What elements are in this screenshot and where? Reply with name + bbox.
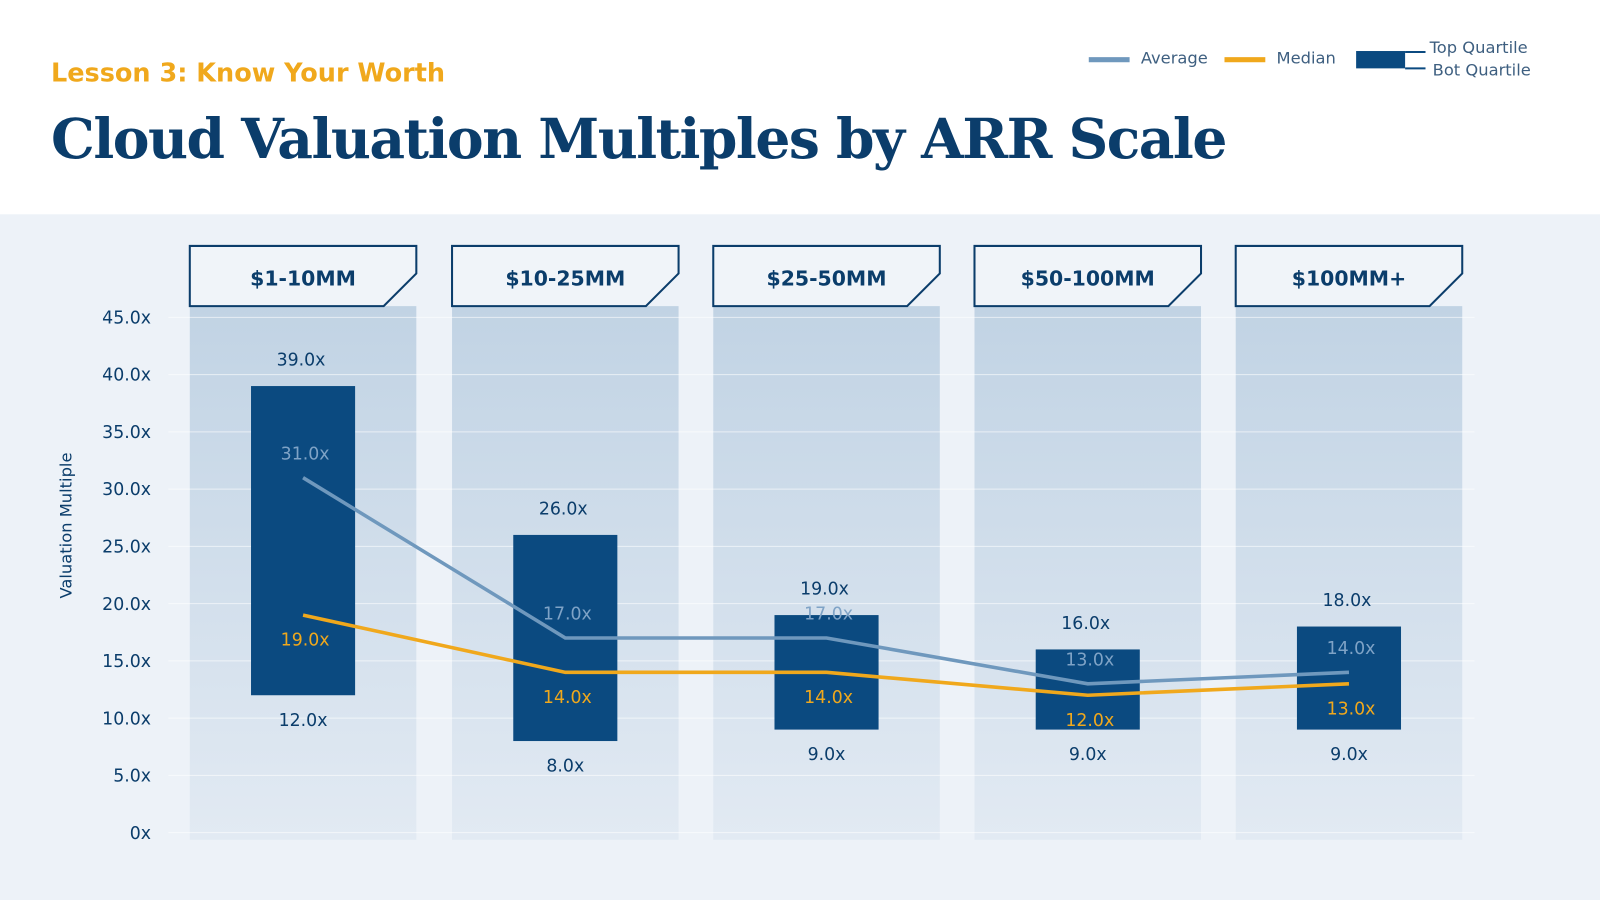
y-tick-label: 40.0x [102,366,151,386]
y-tick-label: 0x [130,824,151,844]
y-axis-title: Valuation Multiple [56,453,75,599]
median-label: 14.0x [543,688,592,708]
category-header-box [188,244,418,308]
y-tick-label: 10.0x [102,709,151,729]
legend-average-label: Average [1141,48,1208,67]
top-quartile-label: 16.0x [1061,614,1110,634]
median-line [302,613,1350,698]
category-header-box [712,244,941,308]
column-band [1235,306,1463,840]
legend-median-label: Median [1277,48,1336,67]
y-tick-label: 45.0x [102,308,151,328]
median-label: 12.0x [1065,711,1114,731]
bot-quartile-label: 9.0x [808,745,846,765]
top-quartile-label: 19.0x [800,580,849,600]
bot-quartile-label: 12.0x [279,711,328,731]
category-header-box [973,244,1203,308]
legend-average-swatch [1088,57,1130,63]
top-quartile-label: 39.0x [277,351,326,371]
average-label: 14.0x [1327,639,1376,659]
y-tick-label: 20.0x [102,595,151,615]
legend-median-swatch [1224,57,1266,63]
category-label: $10-25MM [505,267,625,291]
header-background [0,0,1600,215]
chart-title: Cloud Valuation Multiples by ARR Scale [51,106,1226,171]
y-tick-label: 30.0x [102,480,151,500]
quartile-bar [1035,649,1140,730]
average-label: 17.0x [804,605,853,625]
legend: Average Median Top Quartile Bot Quartile [1088,38,1531,80]
quartile-bar [251,386,356,696]
bot-quartile-label: 9.0x [1330,745,1368,765]
bot-quartile-label: 8.0x [546,757,584,777]
category-label: $25-50MM [767,267,887,291]
average-label: 17.0x [543,605,592,625]
category-label: $50-100MM [1021,267,1155,291]
average-line [302,476,1350,686]
top-quartile-label: 18.0x [1323,591,1372,611]
median-label: 13.0x [1327,699,1376,719]
column-band [974,306,1202,840]
chart-subtitle: Lesson 3: Know Your Worth [51,59,445,89]
legend-top-quartile-label: Top Quartile [1429,38,1528,57]
median-label: 14.0x [804,688,853,708]
category-header-box [451,244,680,308]
top-quartile-label: 26.0x [539,500,588,520]
legend-quartile-swatch [1356,51,1406,69]
legend-bot-quartile-label: Bot Quartile [1433,61,1531,80]
column-band [713,306,940,840]
category-label: $1-10MM [250,267,356,291]
y-tick-label: 5.0x [113,767,151,787]
average-label: 31.0x [281,444,330,464]
y-tick-label: 15.0x [102,652,151,672]
y-tick-label: 35.0x [102,423,151,443]
category-header-box [1234,244,1464,308]
average-label: 13.0x [1065,650,1114,670]
y-tick-label: 25.0x [102,537,151,557]
median-label: 19.0x [281,631,330,651]
bot-quartile-label: 9.0x [1069,745,1107,765]
quartile-bar [1296,626,1402,730]
category-label: $100MM+ [1292,267,1406,291]
